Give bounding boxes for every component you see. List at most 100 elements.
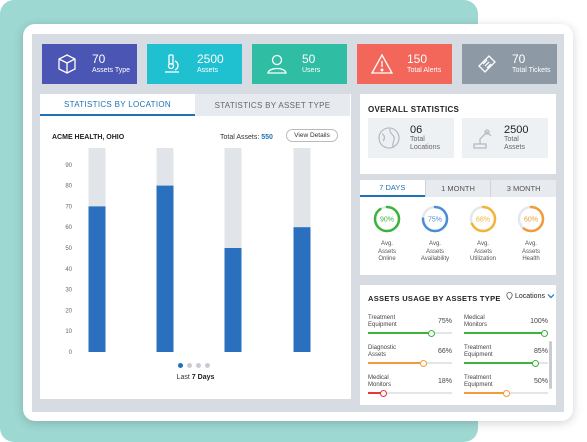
usage-slider-handle[interactable] (419, 359, 427, 367)
carousel-dot-2[interactable] (187, 363, 192, 368)
usage-fill (464, 362, 536, 364)
y-tick-label: 20 (65, 308, 72, 314)
usage-slider-handle[interactable] (531, 359, 539, 367)
gauge-ring: 75% (421, 205, 449, 233)
usage-item: Treatment Equipment 85% (464, 345, 548, 367)
usage-item-percent: 100% (530, 318, 548, 325)
usage-item-percent: 85% (533, 348, 548, 355)
user-icon (266, 53, 288, 75)
usage-item: Treatment Equipment 75% (368, 315, 452, 337)
total-assets-summary: Total Assets: 550 (220, 134, 273, 141)
y-tick-label: 90 (65, 163, 72, 169)
stat-card-assets-type[interactable]: 70 Assets Type (42, 44, 137, 84)
usage-track (368, 329, 452, 337)
stat-value: 70 (92, 52, 106, 66)
usage-fill (368, 392, 384, 394)
stat-card-assets[interactable]: 2500 Assets (147, 44, 242, 84)
usage-track (464, 389, 548, 397)
tab-1-month[interactable]: 1 MONTH (424, 180, 491, 197)
total-assets-value: 550 (261, 134, 273, 141)
usage-slider-handle[interactable] (502, 389, 510, 397)
bar-online[interactable] (88, 206, 106, 352)
gauge-utilization: 68% Avg. Assets Utilization (463, 204, 503, 264)
gauge-label: Avg. Assets Availability (420, 241, 450, 262)
usage-item-percent: 66% (437, 348, 452, 355)
gauge-value: 60% (524, 217, 538, 224)
assets-usage-title: ASSETS USAGE BY ASSETS TYPE (368, 294, 501, 303)
location-name: ACME HEALTH, OHIO (52, 134, 125, 141)
robot-arm-icon (473, 129, 492, 149)
gauge-ring: 60% (517, 205, 545, 233)
location-statistics-panel: STATISTICS BY LOCATION STATISTICS BY ASS… (40, 94, 351, 399)
y-tick-label: 30 (65, 288, 72, 294)
period-tabs: 7 DAYS 1 MONTH 3 MONTH (360, 180, 557, 197)
gauge-label: Avg. Assets Online (377, 241, 396, 262)
usage-item-name: Diagnostic Assets (368, 345, 397, 358)
usage-item: Medical Monitors 100% (464, 315, 548, 337)
bar-asset-health[interactable] (293, 227, 311, 352)
tab-statistics-by-asset-type[interactable]: STATISTICS BY ASSET TYPE (195, 94, 350, 116)
tab-7-days[interactable]: 7 DAYS (360, 180, 425, 197)
gauge-ring: 90% (373, 205, 401, 233)
y-tick-label: 60 (65, 225, 72, 231)
usage-slider-handle[interactable] (427, 329, 435, 337)
carousel-dot-3[interactable] (196, 363, 201, 368)
total-assets-label-1: Total (504, 136, 519, 143)
stat-card-users[interactable]: 50 Users (252, 44, 347, 84)
y-tick-label: 40 (65, 267, 72, 273)
view-details-button[interactable]: View Details (286, 129, 338, 142)
usage-item-name: Treatment Equipment (464, 375, 493, 388)
y-tick-label: 50 (65, 246, 72, 252)
chevron-down-icon (547, 294, 555, 299)
carousel-dot-4[interactable] (205, 363, 210, 368)
bar-utilization[interactable] (224, 248, 242, 352)
total-locations-box: 06 Total Locations (368, 118, 454, 158)
gauge-value: 75% (428, 217, 442, 224)
chart-period: Last 7 Days (40, 374, 351, 381)
gauge-health: 60% Avg. Assets Health (511, 204, 551, 264)
locations-filter[interactable]: Locations (506, 292, 555, 300)
usage-track (368, 389, 452, 397)
bar-availability[interactable] (156, 185, 174, 352)
cube-icon (56, 53, 78, 75)
stat-label: Total Tickets (512, 67, 551, 74)
stat-value: 2500 (197, 52, 224, 66)
usage-item-name: Treatment Equipment (464, 345, 493, 358)
usage-scrollbar[interactable] (549, 341, 552, 389)
stat-label: Users (302, 67, 321, 74)
y-tick-label: 0 (69, 350, 73, 356)
overall-statistics-title: OVERALL STATISTICS (368, 105, 460, 114)
carousel-dot-1[interactable] (178, 363, 183, 368)
total-locations-label-2: Locations (410, 144, 440, 151)
usage-track (368, 359, 452, 367)
microscope-icon (161, 53, 183, 75)
usage-item: Diagnostic Assets 66% (368, 345, 452, 367)
stat-label: Total Alerts (407, 67, 442, 74)
total-locations-label-1: Total (410, 136, 425, 143)
usage-item: Treatment Equipment 50% (464, 375, 548, 397)
stat-label: Assets (197, 67, 219, 74)
tab-3-month[interactable]: 3 MONTH (490, 180, 557, 197)
stat-value: 70 (512, 52, 526, 66)
stat-card-total-alerts[interactable]: 150 Total Alerts (357, 44, 452, 84)
tab-statistics-by-location[interactable]: STATISTICS BY LOCATION (40, 94, 195, 116)
overall-statistics-panel: OVERALL STATISTICS 06 Total Locations 25… (360, 94, 556, 174)
usage-fill (368, 332, 431, 334)
usage-fill (368, 362, 424, 364)
usage-slider-handle[interactable] (541, 329, 548, 337)
gauge-label: Avg. Assets Utilization (469, 241, 496, 262)
usage-item-name: Treatment Equipment (368, 315, 397, 328)
usage-item-percent: 75% (437, 318, 452, 325)
period-gauges-panel: 7 DAYS 1 MONTH 3 MONTH 90% Avg. Assets Onli… (360, 180, 557, 275)
gauge-label: Avg. Assets Health (521, 241, 540, 262)
y-tick-label: 70 (65, 204, 72, 210)
gauge-value: 90% (380, 217, 394, 224)
usage-track (464, 329, 548, 337)
total-assets-label: Total Assets: (220, 134, 260, 141)
usage-item-name: Medical Monitors (368, 375, 392, 388)
stat-value: 50 (302, 52, 316, 66)
usage-slider-handle[interactable] (379, 389, 387, 397)
stat-card-total-tickets[interactable]: 70 Total Tickets (462, 44, 557, 84)
usage-item-name: Medical Monitors (464, 315, 488, 328)
usage-item-percent: 18% (437, 378, 452, 385)
